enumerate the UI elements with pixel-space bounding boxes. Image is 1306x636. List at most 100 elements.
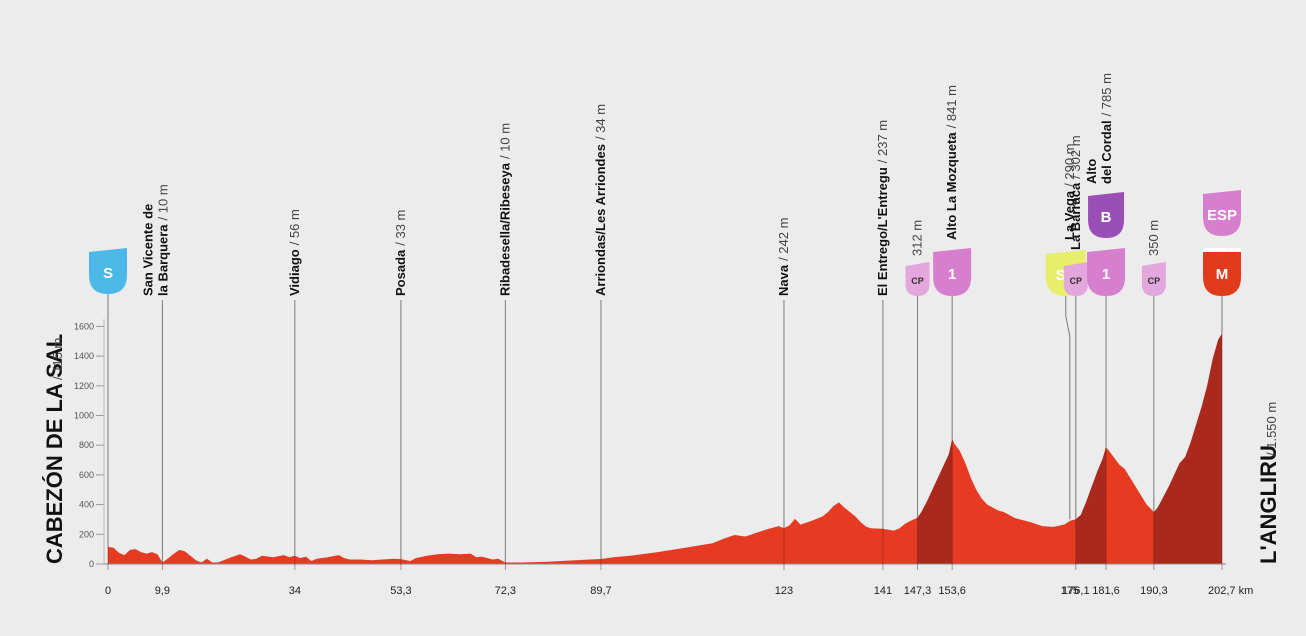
x-tick-label: 202,7 km	[1208, 585, 1253, 597]
elevation-profile	[104, 333, 1226, 565]
special-climb-badge-label: ESP	[1207, 207, 1237, 224]
waypoint-label-group: Arriondas/Les Arriondes/ 34 m	[593, 104, 608, 296]
waypoint-altitude: / 290 m	[1062, 144, 1077, 187]
finish-checker-cell	[1221, 248, 1229, 252]
x-tick-label: 89,7	[590, 585, 611, 597]
y-tick-label: 400	[79, 500, 94, 510]
waypoint-label-group: Posada/ 33 m	[393, 210, 408, 296]
waypoint-name: La Barraca/ 302 m	[1068, 135, 1083, 250]
waypoint-label-group: Alto La Mozqueta/ 841 m	[944, 85, 959, 240]
finish-checker-cell	[1228, 248, 1235, 252]
waypoint-label-group: San Vicente de la Barquera/ 10 m	[140, 184, 170, 296]
waypoint-label-group: Alto del Cordal/ 785 m	[1084, 73, 1114, 184]
start-altitude-label: / 115 m	[50, 338, 65, 380]
waypoint-altitude: / 33 m	[393, 210, 408, 246]
finish-town-label: L'ANGLIRU	[1256, 445, 1281, 564]
finish-badge-shape	[1203, 248, 1241, 296]
finish-checker-cell	[1221, 252, 1229, 256]
x-tick-label: 34	[289, 585, 301, 597]
x-axis: 0 9,9 34 53,3 72,3 89,7 123 141 147,3 153,6 175176…	[105, 585, 1253, 597]
waypoint-name: Posada/ 33 m	[393, 210, 408, 296]
waypoint-name-line2: del Cordal/ 785 m	[1099, 73, 1114, 184]
waypoint-altitude: / 242 m	[776, 218, 791, 261]
waypoint-name: 312 m	[910, 220, 925, 256]
x-tick-label: 147,3	[904, 585, 932, 597]
waypoint-altitude: / 10 m	[497, 123, 512, 159]
waypoint-altitude: / 34 m	[593, 104, 608, 140]
x-tick-label: 153,6	[938, 585, 966, 597]
y-tick-label: 1200	[74, 381, 94, 391]
y-tick-label: 800	[79, 440, 94, 450]
x-tick-label: 72,3	[495, 585, 516, 597]
waypoint-altitude: / 237 m	[875, 120, 890, 163]
waypoint-label-group: 350 m	[1146, 220, 1161, 256]
y-tick-label: 1600	[74, 321, 94, 331]
climb-category-badge-shape	[933, 248, 972, 296]
finish-checker-cell	[1234, 252, 1241, 256]
waypoint-name: San Vicente de	[140, 204, 155, 296]
finish-checker-cell	[1209, 248, 1216, 252]
waypoint-label-group: El Entrego/L'Entregu/ 237 m	[875, 120, 890, 296]
start-badge-shape	[89, 248, 127, 294]
checkpoint-badge-label: CP	[1148, 276, 1161, 286]
waypoint-name: Arriondas/Les Arriondes/ 34 m	[593, 104, 608, 296]
waypoint-name: El Entrego/L'Entregu/ 237 m	[875, 120, 890, 296]
waypoint-label-group: Nava/ 242 m	[776, 218, 791, 296]
finish-checker-cell	[1215, 252, 1222, 256]
waypoint-name: Alto La Mozqueta/ 841 m	[944, 85, 959, 240]
finish-altitude-label: / 1.550 m	[1264, 402, 1279, 456]
y-tick-label: 200	[79, 529, 94, 539]
start-town-label: CABEZÓN DE LA SAL	[42, 334, 67, 564]
waypoint-altitude: / 56 m	[287, 209, 302, 245]
finish-badge-label: M	[1216, 266, 1229, 283]
category-badges: SCP1SPCP1BCPMESP	[89, 190, 1241, 296]
finish-checker-cell	[1234, 248, 1241, 252]
finish-checker-cell	[1228, 252, 1235, 256]
waypoint-label-group: Vidiago/ 56 m	[287, 209, 302, 296]
y-tick-label: 600	[79, 470, 94, 480]
waypoint-name: Nava/ 242 m	[776, 218, 791, 296]
start-finish-labels: CABEZÓN DE LA SAL / 115 m L'ANGLIRU / 1.…	[42, 334, 1281, 564]
climb-category-badge-label: 1	[948, 266, 956, 283]
climb-section-area	[1153, 333, 1222, 564]
x-tick-label: 0	[105, 585, 111, 597]
x-tick-label: 9,9	[155, 585, 170, 597]
y-tick-label: 0	[89, 559, 94, 569]
y-tick-label: 1400	[74, 351, 94, 361]
waypoint-name: La Vega/ 290 m	[1062, 144, 1077, 241]
checkpoint-badge-label: CP	[1070, 276, 1083, 286]
waypoint-name: Ribadesella/Ribeseya/ 10 m	[497, 123, 512, 296]
x-tick-label: 123	[775, 585, 793, 597]
special-climb-badge-shape	[1203, 190, 1241, 236]
climb-category-badge-shape	[1087, 248, 1126, 296]
waypoint-labels: San Vicente de la Barquera/ 10 m Vidiago/ …	[140, 73, 1160, 296]
x-tick-label: 176,1	[1062, 585, 1090, 597]
waypoint-altitude: / 841 m	[944, 85, 959, 128]
elevation-area	[108, 333, 1222, 564]
waypoint-name: Vidiago/ 56 m	[287, 209, 302, 296]
checkpoint-badge-label: CP	[911, 276, 924, 286]
waypoint-label-group: La Vega/ 290 m	[1062, 144, 1077, 241]
x-tick-label: 181,6	[1092, 585, 1120, 597]
checkpoint-badge-shape	[1063, 262, 1088, 296]
waypoint-label-group: Ribadesella/Ribeseya/ 10 m	[497, 123, 512, 296]
climb-section-area	[917, 439, 953, 564]
waypoint-name-line2: la Barquera/ 10 m	[155, 184, 170, 296]
finish-checker-cell	[1209, 252, 1216, 256]
x-tick-label: 190,3	[1140, 585, 1168, 597]
waypoint-lines	[107, 294, 1223, 570]
finish-checker-cell	[1203, 248, 1210, 252]
waypoint-label-group: 312 m	[910, 220, 925, 256]
waypoint-altitude: / 302 m	[1068, 135, 1083, 178]
waypoint-altitude: / 785 m	[1099, 73, 1114, 116]
waypoint-name: Alto	[1084, 159, 1099, 184]
climb-category-badge-label: 1	[1102, 266, 1110, 283]
bonus-badge-label: B	[1101, 209, 1112, 226]
finish-checker-cell	[1203, 252, 1210, 256]
x-tick-label: 175	[1061, 585, 1079, 597]
waypoint-altitude: / 10 m	[155, 184, 170, 220]
waypoint-name: 350 m	[1146, 220, 1161, 256]
sprint-leader-line	[1065, 296, 1071, 520]
y-axis: 0 200 400 600 800 1000 1200 1400 1600	[74, 318, 105, 569]
